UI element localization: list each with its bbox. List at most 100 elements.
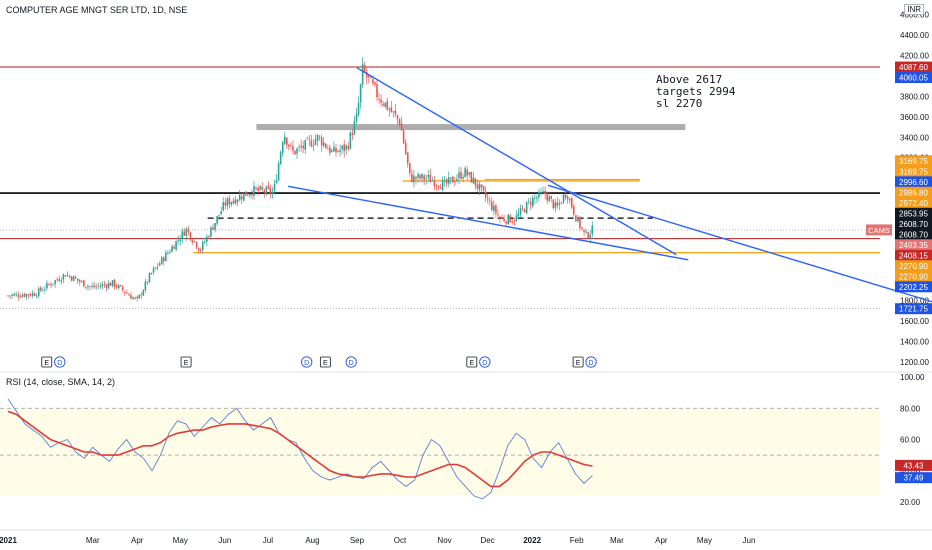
candle-body: [564, 194, 567, 198]
svg-text:2972.40: 2972.40: [899, 199, 928, 208]
candle-body: [441, 180, 444, 191]
candle-body: [517, 213, 520, 217]
candle-body: [210, 227, 212, 237]
candle-body: [501, 217, 503, 219]
candle-body: [279, 152, 282, 165]
dividend-marker[interactable]: D: [585, 356, 597, 368]
candle-body: [456, 178, 458, 181]
dividend-marker[interactable]: D: [479, 356, 491, 368]
candle-body: [204, 241, 206, 243]
candle-body: [48, 284, 50, 285]
time-tick-label: Jun: [743, 536, 756, 545]
candle-body: [177, 239, 179, 241]
trendline-steep[interactable]: [547, 184, 932, 303]
candle-body: [337, 150, 339, 152]
candle-body: [368, 75, 370, 77]
candle-body: [275, 180, 278, 184]
candle-body: [534, 197, 536, 199]
candle-body: [495, 205, 497, 214]
dividend-marker[interactable]: D: [54, 356, 66, 368]
candle-body: [247, 195, 249, 197]
rsi-line: [7, 398, 593, 500]
price-level-label: 4060.05: [895, 72, 932, 84]
candle-body: [245, 191, 247, 196]
candle-body: [298, 146, 300, 148]
svg-text:43.43: 43.43: [903, 461, 924, 470]
candle-body: [101, 284, 104, 287]
rsi-band: [0, 408, 880, 496]
rsi-ma-line: [7, 410, 593, 488]
candle-body: [417, 174, 419, 178]
candle-body: [286, 137, 288, 145]
candle-body: [402, 130, 405, 144]
candle-body: [27, 294, 30, 296]
svg-text:D: D: [482, 360, 487, 367]
earnings-marker[interactable]: E: [180, 356, 192, 368]
candle-body: [585, 231, 587, 233]
candle-body: [81, 281, 83, 282]
dividend-marker[interactable]: D: [345, 356, 357, 368]
candle-body: [538, 191, 540, 198]
candle-body: [179, 239, 181, 242]
candle-body: [380, 99, 382, 103]
candle-body: [85, 286, 87, 288]
candle-body: [294, 150, 296, 155]
price-level-label: 2608.70: [895, 218, 932, 230]
candle-body: [228, 197, 231, 205]
candle-body: [452, 176, 454, 183]
candle-body: [310, 140, 313, 147]
candle-body: [259, 186, 261, 190]
candle-body: [347, 146, 350, 149]
candle-body: [470, 172, 473, 183]
earnings-marker[interactable]: E: [466, 356, 478, 368]
chart-title: COMPUTER AGE MNGT SER LTD, 1D, NSE: [6, 5, 188, 15]
earnings-marker[interactable]: E: [572, 356, 584, 368]
candle-body: [488, 200, 491, 202]
candle-body: [296, 148, 298, 154]
earnings-marker[interactable]: E: [319, 356, 331, 368]
candle-body: [269, 187, 272, 194]
currency-badge[interactable]: INR: [904, 4, 924, 15]
candle-body: [99, 286, 102, 287]
candle-body: [31, 293, 34, 296]
candle-body: [62, 274, 65, 280]
candle-body: [450, 177, 452, 179]
rsi-tick-label: 20.00: [900, 498, 921, 507]
candle-body: [480, 184, 483, 188]
candle-body: [394, 110, 397, 115]
candle-body: [384, 102, 386, 107]
symbol-tag[interactable]: CAMS: [866, 224, 892, 236]
candle-body: [413, 175, 415, 183]
candle-body: [329, 147, 331, 153]
candle-body: [411, 173, 413, 183]
candle-body: [566, 196, 569, 200]
candle-body: [583, 229, 585, 233]
candle-body: [431, 180, 434, 182]
candle-body: [150, 273, 153, 274]
trendline-lower[interactable]: [287, 185, 689, 261]
trendline-upper[interactable]: [356, 67, 677, 256]
candle-body: [122, 286, 124, 291]
resistance-zone[interactable]: [256, 124, 686, 131]
price-tick-label: 1600.00: [900, 317, 929, 326]
earnings-marker[interactable]: E: [41, 356, 53, 368]
candle-body: [396, 115, 399, 119]
candle-body: [542, 191, 544, 193]
candle-body: [216, 216, 218, 224]
candle-body: [132, 297, 134, 300]
dividend-marker[interactable]: D: [301, 356, 313, 368]
candle-body: [314, 139, 317, 145]
candle-body: [54, 280, 56, 284]
candle-body: [343, 144, 345, 152]
candle-body: [277, 163, 280, 181]
candle-body: [304, 139, 307, 150]
price-level-label: 2972.40: [895, 197, 932, 209]
candle-body: [115, 286, 118, 288]
candle-body: [163, 257, 165, 262]
candle-body: [562, 194, 565, 203]
candle-body: [523, 209, 526, 213]
candle-body: [335, 147, 337, 153]
price-level-label: 2202.25: [895, 281, 932, 293]
candle-body: [556, 202, 559, 206]
